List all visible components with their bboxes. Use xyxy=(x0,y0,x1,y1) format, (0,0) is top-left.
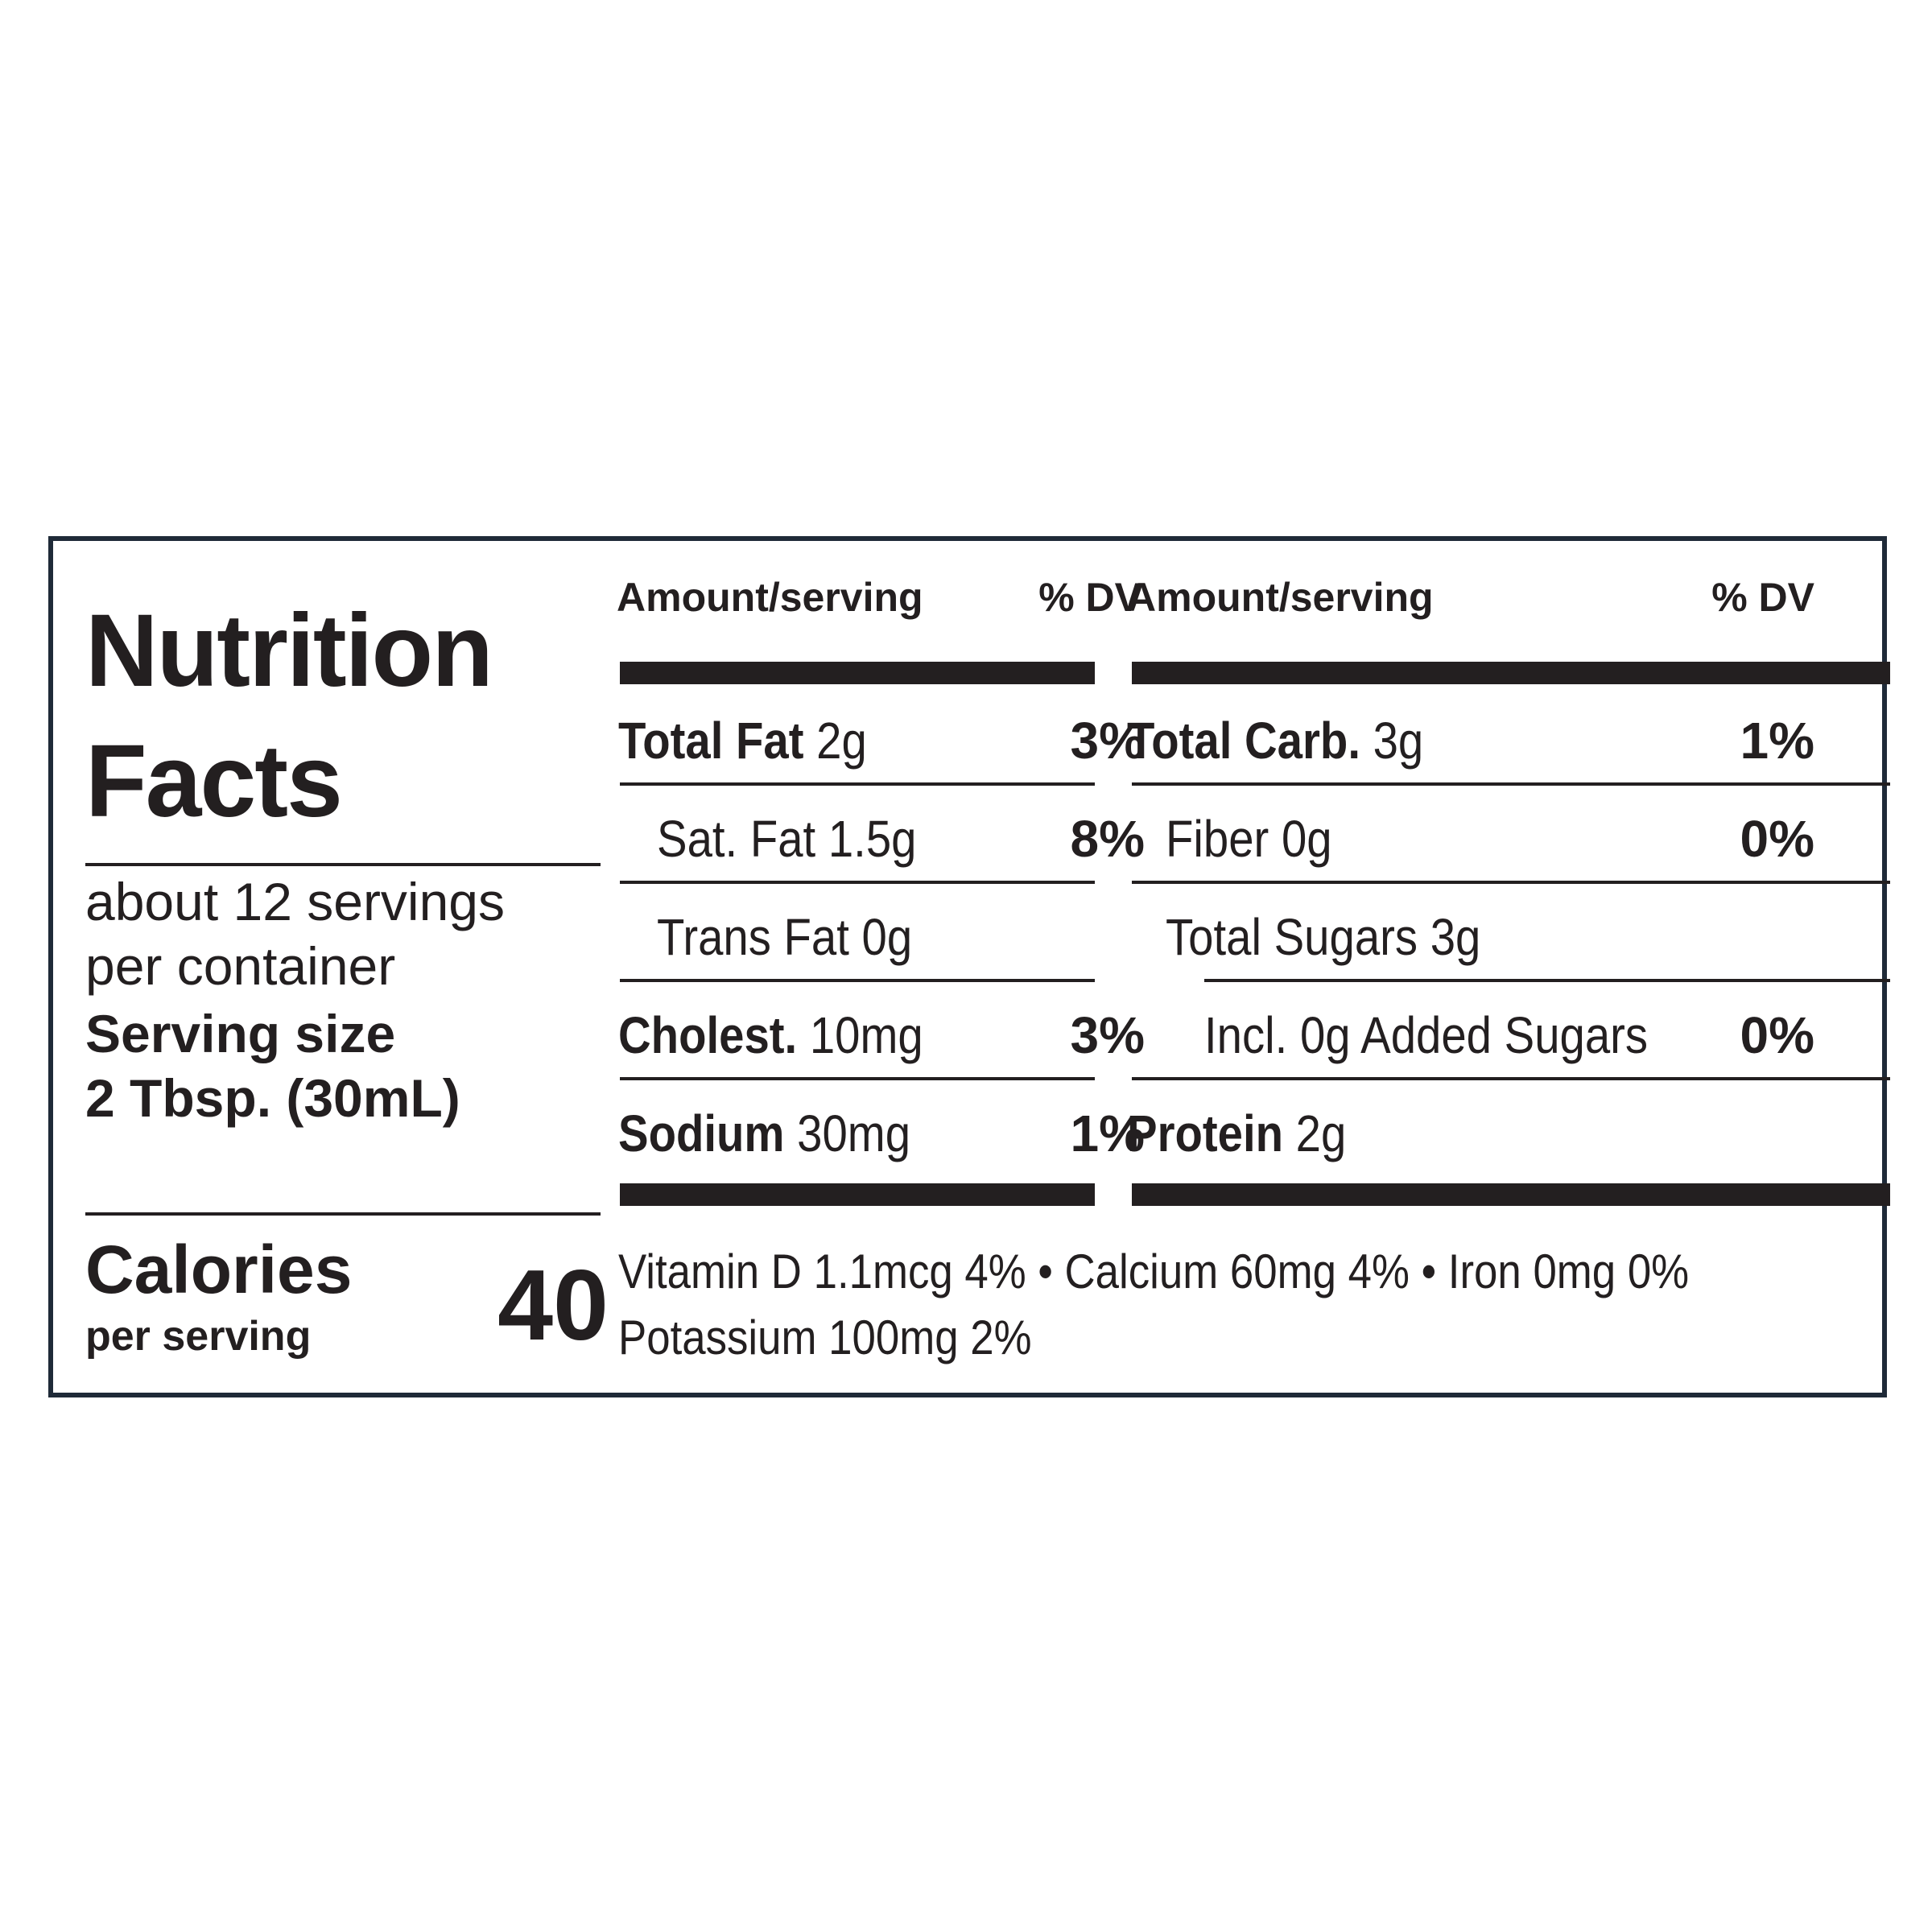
row-total-carb-dv: 1% xyxy=(1740,712,1815,770)
row-cholest-amount: 10mg xyxy=(809,1006,923,1064)
left-row-rule-1 xyxy=(620,782,1095,786)
row-trans-fat-amount: 0g xyxy=(861,908,913,966)
row-protein: Protein 2g xyxy=(1127,1101,1346,1166)
left-divider-2 xyxy=(85,1212,601,1216)
left-bottom-bar xyxy=(620,1183,1095,1206)
serving-size-label: Serving size xyxy=(85,1004,396,1063)
left-row-rule-2 xyxy=(620,881,1095,884)
row-trans-fat: Trans Fat 0g xyxy=(657,905,912,969)
row-total-fat-amount: 2g xyxy=(816,712,867,770)
row-total-sugars-name: Total Sugars xyxy=(1166,908,1418,966)
row-total-fat-dv: 3% xyxy=(1070,712,1146,770)
row-sodium-name: Sodium xyxy=(618,1104,785,1162)
right-header-bar xyxy=(1132,662,1890,684)
row-sodium: Sodium 30mg xyxy=(618,1101,910,1166)
row-cholest-dv: 3% xyxy=(1070,1006,1146,1064)
row-sat-fat-dv: 8% xyxy=(1070,810,1146,868)
left-header-amount: Amount/serving xyxy=(617,575,923,620)
nutrition-facts-panel: Nutrition Facts about 12 servings per co… xyxy=(48,536,1890,1397)
row-sat-fat: Sat. Fat 1.5g xyxy=(657,807,916,871)
row-cholest: Cholest. 10mg xyxy=(618,1003,923,1067)
row-total-sugars: Total Sugars 3g xyxy=(1166,905,1480,969)
row-total-carb-amount: 3g xyxy=(1373,712,1424,770)
row-total-sugars-amount: 3g xyxy=(1430,908,1481,966)
row-total-carb-name: Total Carb. xyxy=(1127,712,1360,770)
left-row-rule-4 xyxy=(620,1077,1095,1080)
right-bottom-bar xyxy=(1132,1183,1890,1206)
calories-value: 40 xyxy=(497,1250,609,1361)
servings-line1: about 12 servings xyxy=(85,872,506,931)
title-line2: Facts xyxy=(85,724,343,839)
row-total-fat: Total Fat 2g xyxy=(618,708,867,773)
left-row-rule-3 xyxy=(620,979,1095,982)
row-added-sugars-dv: 0% xyxy=(1740,1006,1815,1064)
right-row-rule-3 xyxy=(1204,979,1890,982)
row-trans-fat-name: Trans Fat xyxy=(657,908,849,966)
row-sat-fat-name: Sat. Fat xyxy=(657,810,816,868)
calories-label: Calories xyxy=(85,1232,353,1307)
row-total-fat-name: Total Fat xyxy=(618,712,804,770)
row-added-sugars: Incl. 0g Added Sugars xyxy=(1204,1006,1649,1064)
row-protein-amount: 2g xyxy=(1295,1104,1347,1162)
right-header-dv: % DV xyxy=(1711,575,1814,620)
row-fiber: Fiber 0g xyxy=(1166,807,1332,871)
servings-line2: per container xyxy=(85,936,396,996)
row-sodium-dv: 1% xyxy=(1070,1104,1146,1162)
row-fiber-amount: 0g xyxy=(1281,810,1332,868)
vitamins-line1: Vitamin D 1.1mcg 4% • Calcium 60mg 4% • … xyxy=(618,1245,1690,1298)
right-row-rule-4 xyxy=(1132,1077,1890,1080)
row-total-carb: Total Carb. 3g xyxy=(1127,708,1423,773)
calories-sub: per serving xyxy=(85,1313,312,1360)
left-divider-1 xyxy=(85,863,601,866)
right-row-rule-2 xyxy=(1132,881,1890,884)
left-header-dv: % DV xyxy=(1038,575,1141,620)
title-line1: Nutrition xyxy=(85,593,493,708)
serving-size-value: 2 Tbsp. (30mL) xyxy=(85,1068,460,1128)
right-row-rule-1 xyxy=(1132,782,1890,786)
row-sodium-amount: 30mg xyxy=(797,1104,911,1162)
right-header-amount: Amount/serving xyxy=(1127,575,1434,620)
row-cholest-name: Cholest. xyxy=(618,1006,798,1064)
row-fiber-dv: 0% xyxy=(1740,810,1815,868)
row-protein-name: Protein xyxy=(1127,1104,1284,1162)
vitamins-line2: Potassium 100mg 2% xyxy=(618,1311,1032,1364)
row-sat-fat-amount: 1.5g xyxy=(828,810,917,868)
row-fiber-name: Fiber xyxy=(1166,810,1269,868)
left-header-bar xyxy=(620,662,1095,684)
